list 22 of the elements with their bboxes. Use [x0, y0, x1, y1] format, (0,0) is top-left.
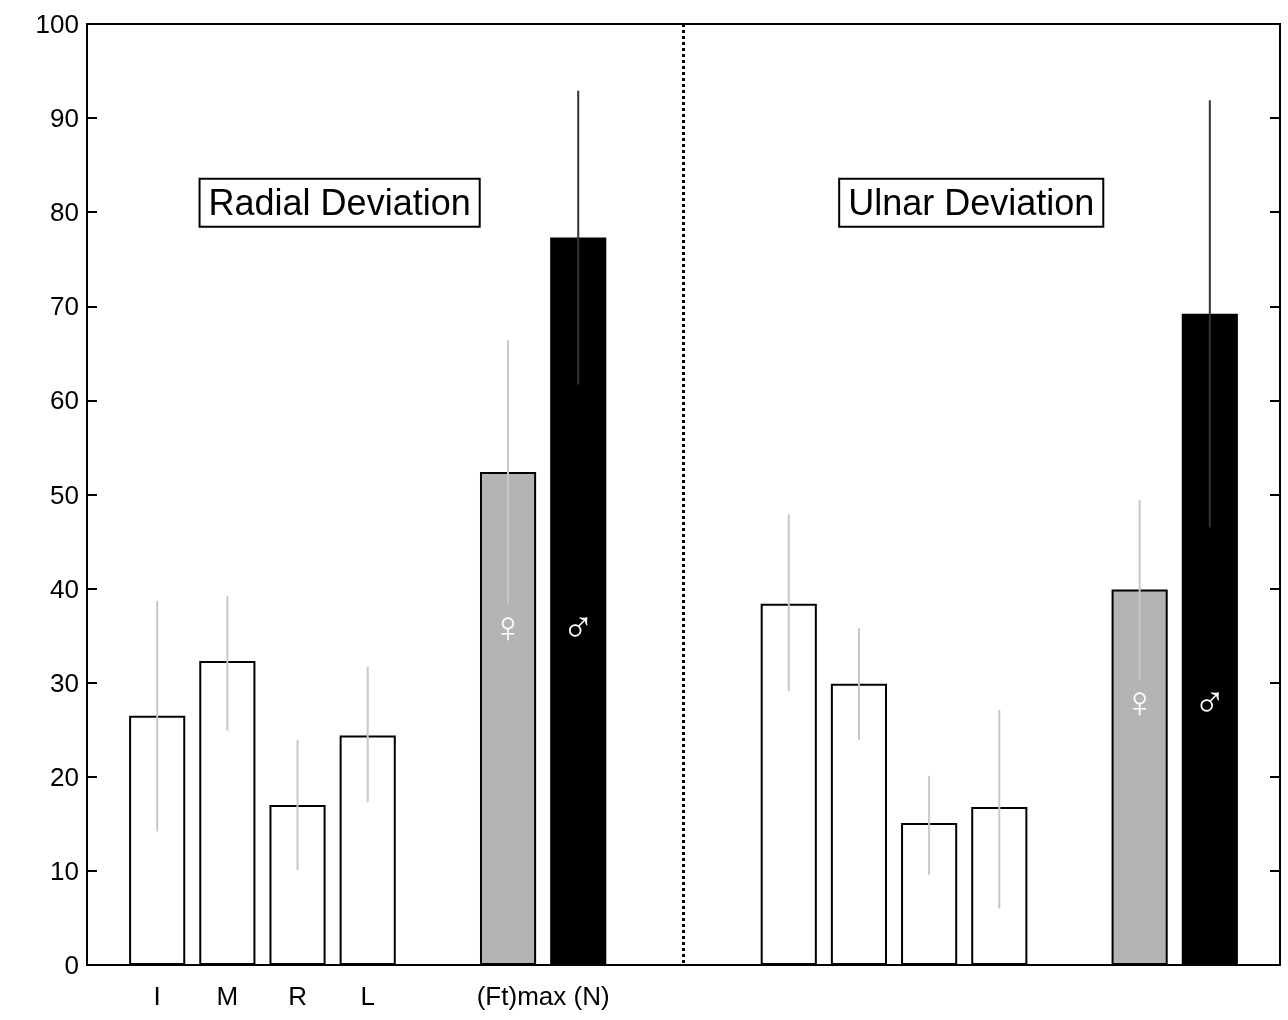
text: (Ft)max (N) — [476, 981, 610, 1011]
y-tick-label: 50 — [50, 479, 79, 510]
annotation: ♂ — [1193, 677, 1227, 727]
y-tick-label: 20 — [50, 761, 79, 792]
y-tick-label: 100 — [35, 9, 79, 39]
y-tick-label: 60 — [50, 385, 79, 416]
y-tick-label: 90 — [50, 103, 79, 134]
y-tick-label: 80 — [50, 197, 79, 228]
annotation: ♀ — [1123, 677, 1157, 727]
annotation: Radial Deviation — [208, 182, 471, 224]
y-tick-label: 40 — [50, 573, 79, 604]
x-tick-label: L — [360, 981, 375, 1011]
annotation: ♂ — [561, 601, 595, 651]
x-tick-label: R — [288, 981, 307, 1011]
annotation: Ulnar Deviation — [848, 182, 1095, 224]
y-tick-label: 70 — [50, 291, 79, 322]
y-tick-label: 30 — [50, 667, 79, 698]
y-tick-label: 0 — [64, 950, 79, 980]
x-tick-label: I — [153, 981, 161, 1011]
y-tick-label: 10 — [50, 855, 79, 886]
x-tick-label: M — [216, 981, 239, 1011]
annotation: ♀ — [491, 601, 525, 651]
